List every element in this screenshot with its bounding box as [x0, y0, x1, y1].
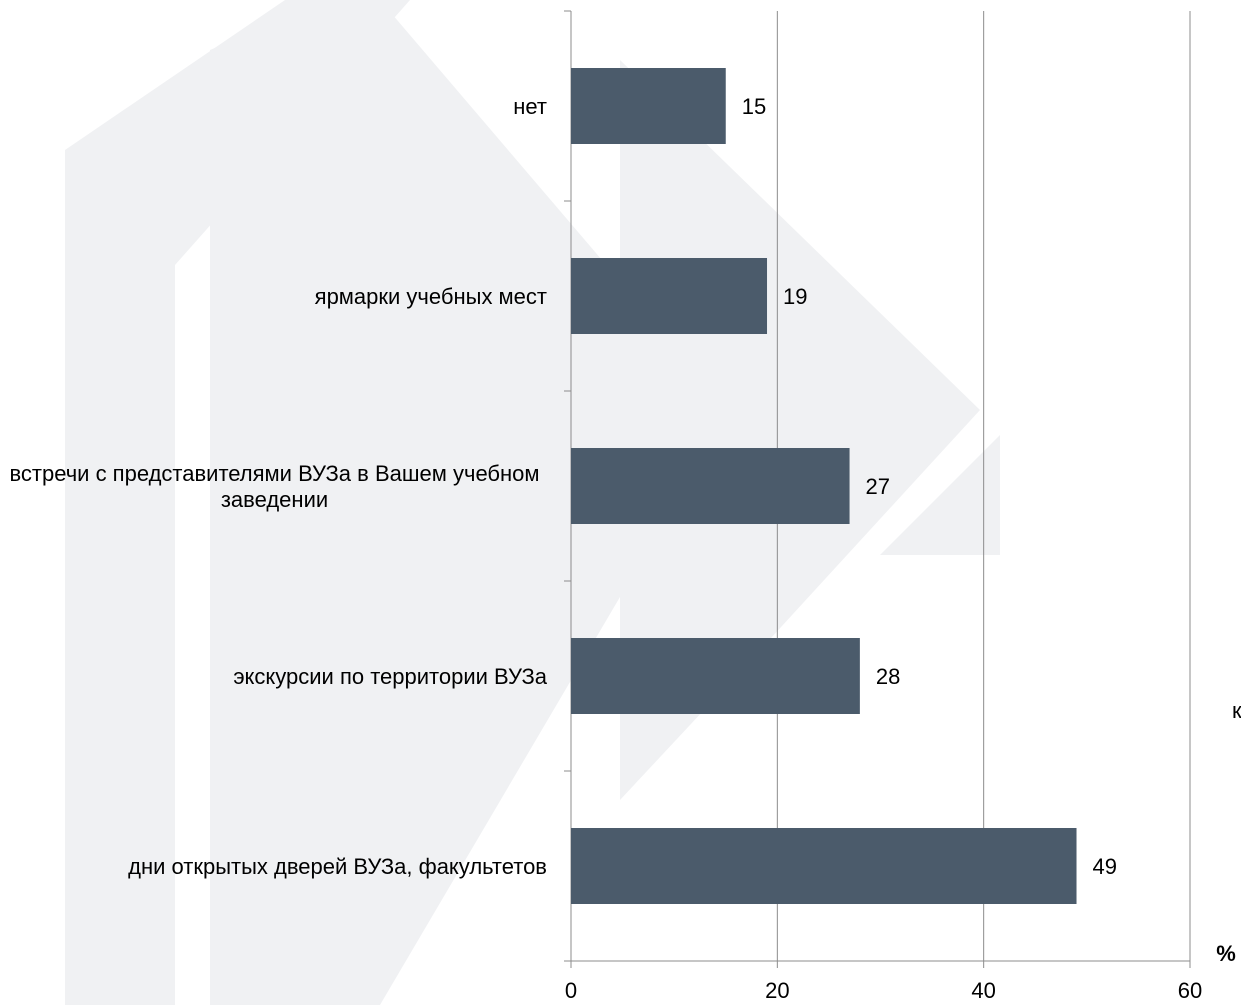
- y-tick-label: нет: [513, 94, 547, 119]
- bar: [571, 258, 768, 334]
- bar: [571, 828, 1077, 904]
- y-tick-label: ярмарки учебных мест: [314, 284, 547, 309]
- bar: [571, 638, 860, 714]
- bar: [571, 448, 850, 524]
- x-tick-label: 60: [1178, 978, 1202, 1003]
- value-label: 49: [1093, 854, 1117, 879]
- x-axis-label: %: [1216, 941, 1236, 966]
- x-tick-label: 0: [565, 978, 577, 1003]
- value-label: 15: [742, 94, 766, 119]
- value-label: 28: [876, 664, 900, 689]
- annotation: к: [1232, 698, 1241, 723]
- x-tick-label: 20: [765, 978, 789, 1003]
- value-label: 19: [783, 284, 807, 309]
- watermark: [65, 0, 1000, 1005]
- value-label: 27: [866, 474, 890, 499]
- x-tick-label: 40: [971, 978, 995, 1003]
- y-tick-label: дни открытых дверей ВУЗа, факультетов: [128, 854, 547, 879]
- bar: [571, 68, 726, 144]
- y-tick-label: встречи с представителями ВУЗа в Вашем у…: [9, 461, 540, 512]
- y-tick-label: экскурсии по территории ВУЗа: [233, 664, 547, 689]
